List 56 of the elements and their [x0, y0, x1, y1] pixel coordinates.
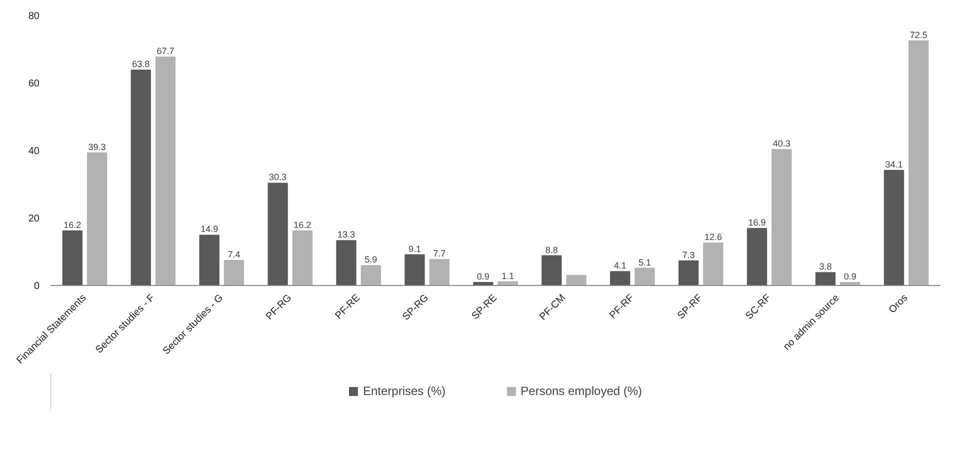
bar — [336, 240, 356, 286]
data-label: 5.9 — [364, 254, 378, 265]
data-label: 5.1 — [638, 257, 652, 268]
y-tick-label: 20 — [28, 214, 40, 224]
bar — [542, 255, 562, 286]
data-label: 7.4 — [228, 250, 240, 260]
data-label: 8.8 — [545, 244, 558, 255]
bar — [566, 274, 586, 286]
bar — [86, 152, 108, 286]
data-label: 67.7 — [156, 46, 174, 56]
bar — [908, 40, 929, 286]
bar — [130, 70, 151, 286]
data-label: 12.6 — [704, 232, 722, 242]
data-label: 7.7 — [433, 248, 446, 259]
data-label: 63.8 — [132, 59, 150, 70]
y-tick-label: 40 — [28, 146, 40, 157]
bar — [703, 242, 724, 286]
bar — [404, 254, 425, 286]
bar — [772, 148, 792, 286]
bar — [634, 268, 655, 286]
data-label: 3.8 — [819, 262, 832, 272]
data-label: 16.2 — [64, 220, 82, 230]
bar — [155, 56, 176, 286]
data-label: 14.9 — [200, 224, 218, 234]
bar — [429, 259, 450, 286]
legend-label: Persons employed (%) — [520, 384, 642, 398]
bar — [360, 265, 381, 286]
bar — [884, 170, 904, 286]
data-label: 16.2 — [294, 220, 312, 230]
y-tick-label: 0 — [34, 281, 40, 292]
bar — [678, 260, 699, 286]
data-label: 72.5 — [910, 30, 928, 40]
bar — [62, 230, 82, 286]
bar — [268, 182, 288, 286]
bar — [815, 272, 836, 286]
data-label: 1.1 — [502, 270, 514, 281]
data-label: 40.3 — [772, 138, 790, 148]
bar — [610, 271, 630, 286]
bar — [746, 228, 768, 286]
bar — [224, 260, 244, 286]
y-tick-label: 80 — [28, 11, 40, 22]
data-label: 0.9 — [476, 271, 490, 282]
data-label: 16.9 — [748, 217, 766, 228]
y-tick-label: 60 — [28, 78, 40, 90]
data-label: 4.1 — [614, 260, 626, 271]
data-label: 7.3 — [682, 250, 695, 260]
data-label: 0.9 — [844, 271, 856, 282]
data-label: 39.3 — [88, 142, 106, 152]
legend-label: Enterprises (%) — [362, 384, 446, 398]
x-tick-label: Oros — [887, 292, 910, 316]
data-label: 34.1 — [885, 159, 903, 170]
bar — [199, 234, 220, 286]
bar — [292, 230, 313, 286]
data-label: 13.3 — [337, 230, 356, 240]
data-label: 30.3 — [269, 172, 287, 182]
data-label: 9.1 — [408, 244, 421, 254]
